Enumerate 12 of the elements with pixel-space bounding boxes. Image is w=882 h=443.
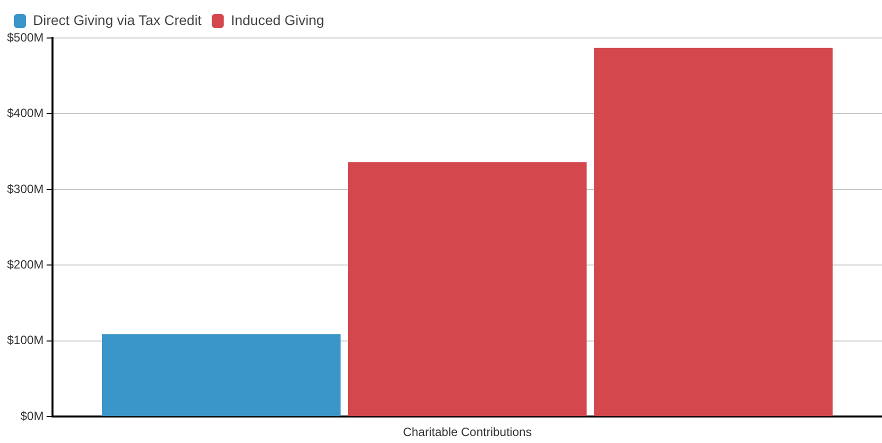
- bar: [102, 334, 341, 416]
- x-tick-label: Charitable Contributions: [402, 425, 532, 440]
- y-tick-label: $0M: [20, 408, 44, 423]
- y-tick-label: $400M: [6, 106, 44, 120]
- legend-label: Direct Giving via Tax Credit: [33, 12, 202, 28]
- bar: [594, 48, 833, 416]
- y-tick-label: $500M: [6, 30, 44, 44]
- y-tick-label: $200M: [6, 257, 44, 272]
- bar: [348, 162, 587, 416]
- y-tick-label: $300M: [6, 182, 44, 196]
- legend-label: Induced Giving: [230, 12, 324, 28]
- y-tick-label: $100M: [6, 333, 44, 348]
